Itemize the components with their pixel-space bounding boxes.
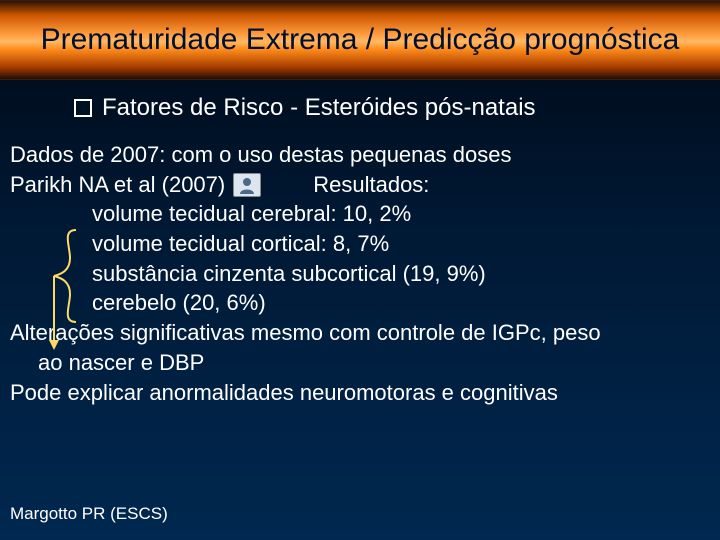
subtitle-text: Fatores de Risco - Esteróides pós-natais: [102, 94, 536, 122]
person-icon: [233, 173, 261, 197]
body-line: Dados de 2007: com o uso destas pequenas…: [10, 140, 708, 170]
list-item: cerebelo (20, 6%): [10, 288, 708, 318]
body-line: Pode explicar anormalidades neuromotoras…: [10, 378, 708, 408]
reference-author: Parikh NA et al (2007): [10, 170, 225, 200]
slide-title: Prematuridade Extrema / Predicção prognó…: [41, 24, 680, 56]
square-bullet-icon: [74, 99, 92, 117]
reference-line: Parikh NA et al (2007) Resultados:: [10, 170, 708, 200]
list-item: substância cinzenta subcortical (19, 9%): [10, 259, 708, 289]
results-label: Resultados:: [313, 170, 429, 200]
title-bar: Prematuridade Extrema / Predicção prognó…: [0, 0, 720, 80]
list-item: volume tecidual cortical: 8, 7%: [10, 229, 708, 259]
subtitle-row: Fatores de Risco - Esteróides pós-natais: [0, 94, 720, 122]
footer-credit: Margotto PR (ESCS): [10, 504, 168, 524]
content-block: Dados de 2007: com o uso destas pequenas…: [0, 140, 720, 407]
body-line: ao nascer e DBP: [10, 348, 708, 378]
list-item: volume tecidual cerebral: 10, 2%: [10, 199, 708, 229]
body-line: Alterações significativas mesmo com cont…: [10, 318, 708, 348]
